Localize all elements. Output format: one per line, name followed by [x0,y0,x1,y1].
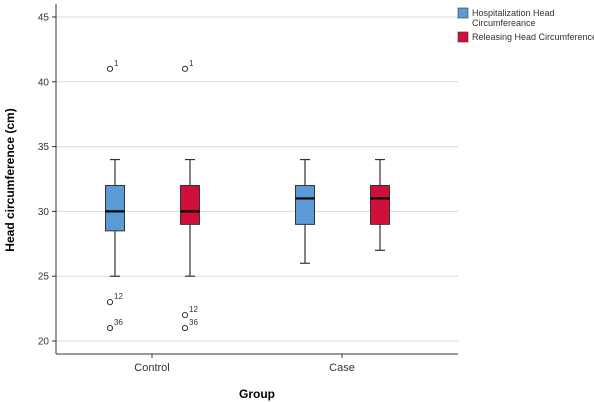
boxes [105,158,390,277]
y-tick-label-45: 45 [38,12,50,23]
outlier-label-series2-control-1: 1 [189,59,194,68]
outlier-point-series2-control-12 [181,312,189,319]
gridlines [52,16,458,342]
box-series2-control [180,158,200,277]
box-series1-case [295,158,315,264]
outlier-label-series1-control-36: 36 [114,318,123,327]
outlier-label-series1-control-1: 1 [114,59,119,68]
y-tick-label-30: 30 [38,207,50,218]
y-tick-labels: 20 25 30 35 40 45 [38,12,50,347]
outlier-point-series1-control-36 [106,324,114,332]
x-category-labels: Control Case [134,354,355,374]
box-rect-series1-case [295,184,315,225]
outlier-point-series2-control-1 [181,65,189,72]
legend-label-series2-line1: Releasing Head Circumference [472,32,594,42]
outlier-point-series1-control-1 [106,65,114,72]
y-tick-label-35: 35 [38,142,50,153]
y-axis-title: Head circumference (cm) [3,108,17,251]
y-tick-label-25: 25 [38,272,50,283]
outlier-label-series1-control-12: 12 [114,292,123,301]
box-series1-control [105,158,125,277]
legend-swatch-series1 [457,7,469,19]
x-axis-title: Group [239,387,275,401]
legend-label-series1-line1: Hospitalization Head [472,8,555,18]
legend-label-series1-line2: Circumfereance [472,18,536,28]
x-category-label-case: Case [329,362,355,374]
outlier-point-series1-control-12 [106,299,114,306]
outlier-label-series2-control-36: 36 [189,318,198,327]
x-category-label-control: Control [134,362,169,374]
box-rect-series2-control [180,184,200,225]
box-rect-series2-case [370,184,390,225]
box-rect-series1-control [105,184,125,232]
outlier-point-series2-control-36 [181,324,189,332]
legend-swatch-series2 [457,31,469,43]
outliers: 1 12 36 1 12 36 [106,59,198,332]
y-tick-label-40: 40 [38,77,50,88]
plot-frame [55,4,458,355]
outlier-label-series2-control-12: 12 [189,305,198,314]
y-tick-label-20: 20 [38,337,50,348]
box-series2-case [370,158,390,251]
